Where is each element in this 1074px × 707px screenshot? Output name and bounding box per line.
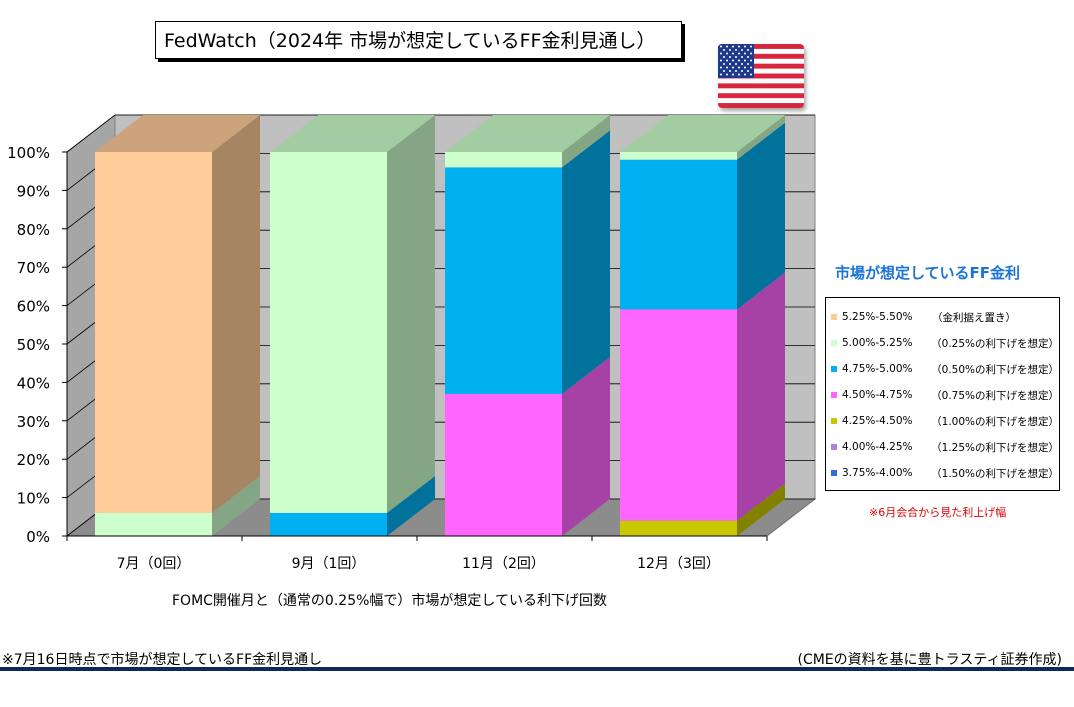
legend-title: 市場が想定しているFF金利 — [835, 264, 1021, 282]
legend-swatch — [831, 418, 837, 424]
bar-segment — [445, 152, 562, 168]
bar-segment-side — [562, 356, 610, 536]
x-tick-label: 11月（2回） — [462, 556, 545, 572]
legend-item: 4.00%-4.25% （1.25%の利下げを想定） — [826, 434, 1059, 460]
bar-segment — [270, 152, 387, 513]
y-tick-label: 20% — [17, 451, 50, 469]
legend-note-label: （1.00%の利下げを想定） — [931, 415, 1059, 428]
legend-swatch — [831, 314, 837, 320]
bar-segment-side — [562, 115, 610, 168]
y-tick-label: 80% — [17, 221, 50, 239]
bar-top — [620, 115, 785, 152]
legend-item: 5.00%-5.25% （0.25%の利下げを想定） — [826, 330, 1059, 356]
y-tick-label: 60% — [17, 298, 50, 316]
legend-note: ※6月会合から見た利上げ幅 — [869, 506, 1007, 519]
footnote-source: (CMEの資料を基に豊トラスティ証券作成) — [797, 652, 1062, 668]
y-tick-label: 100% — [7, 144, 50, 162]
legend-swatch — [831, 340, 837, 346]
y-tick-label: 0% — [26, 528, 50, 546]
legend-swatch — [831, 470, 837, 476]
legend-note-label: （0.75%の利下げを想定） — [931, 389, 1059, 402]
legend-item: 3.75%-4.00% （1.50%の利下げを想定） — [826, 460, 1059, 486]
bar-segment — [95, 512, 212, 536]
legend-range-label: 3.75%-4.00% — [842, 467, 913, 479]
bar-segment — [270, 512, 387, 536]
legend-item: 5.25%-5.50% （金利据え置き） — [826, 304, 1059, 330]
legend-range-label: 5.00%-5.25% — [842, 337, 913, 349]
legend: 5.25%-5.50% （金利据え置き） 5.00%-5.25% （0.25%の利下げ… — [825, 297, 1060, 491]
us-flag-icon — [718, 44, 804, 108]
bar-segment-side — [737, 483, 785, 536]
footnote-date: ※7月16日時点で市場が想定しているFF金利見通し — [2, 652, 323, 668]
bar-segment — [620, 159, 737, 310]
bar-top — [270, 115, 435, 152]
bar-top — [445, 115, 610, 152]
bar-segment-side — [737, 122, 785, 310]
legend-item: 4.25%-4.50% （1.00%の利下げを想定） — [826, 408, 1059, 434]
bar-segment-side — [562, 130, 610, 394]
y-tick-label: 50% — [17, 336, 50, 354]
x-axis-label: FOMC開催月と（通常の0.25%幅で）市場が想定している利下げ回数 — [172, 593, 607, 609]
bar-segment — [620, 152, 737, 160]
legend-swatch — [831, 366, 837, 372]
legend-note-label: （1.50%の利下げを想定） — [931, 467, 1059, 480]
x-tick-label: 12月（3回） — [637, 556, 720, 572]
x-tick-label: 9月（1回） — [292, 556, 366, 572]
legend-note-label: （0.50%の利下げを想定） — [931, 363, 1059, 376]
bar-top — [95, 115, 260, 152]
footer-divider — [0, 667, 1074, 671]
legend-swatch — [831, 392, 837, 398]
legend-range-label: 4.50%-4.75% — [842, 389, 913, 401]
y-tick-label: 10% — [17, 490, 50, 508]
legend-range-label: 4.75%-5.00% — [842, 363, 913, 375]
y-tick-label: 30% — [17, 413, 50, 431]
bar-segment — [445, 393, 562, 536]
legend-note-label: （1.25%の利下げを想定） — [931, 441, 1059, 454]
bar-segment-side — [737, 115, 785, 160]
x-tick-label: 7月（0回） — [117, 556, 191, 572]
legend-note-label: （0.25%の利下げを想定） — [931, 337, 1059, 350]
y-tick-label: 70% — [17, 259, 50, 277]
bar-segment — [445, 167, 562, 394]
legend-range-label: 5.25%-5.50% — [842, 311, 913, 323]
legend-range-label: 4.00%-4.25% — [842, 441, 913, 453]
axes: 0% 10% 20% 30% 40% 50% 60% 70% 80% 90% 100% 7月（0回） 9… — [7, 144, 768, 572]
legend-note-label: （金利据え置き） — [932, 311, 1016, 324]
bar-segment — [95, 152, 212, 513]
bar-segment-side — [737, 272, 785, 521]
legend-item: 4.50%-4.75% （0.75%の利下げを想定） — [826, 382, 1059, 408]
legend-swatch — [831, 444, 837, 450]
legend-item: 4.75%-5.00% （0.50%の利下げを想定） — [826, 356, 1059, 382]
y-tick-label: 40% — [17, 374, 50, 392]
bar-segment-side — [212, 115, 260, 513]
legend-range-label: 4.25%-4.50% — [842, 415, 913, 427]
chart-title: FedWatch（2024年 市場が想定しているFF金利見通し） — [155, 21, 682, 59]
y-tick-label: 90% — [17, 182, 50, 200]
bars — [95, 115, 785, 536]
bar-segment — [620, 309, 737, 521]
bar-segment — [620, 520, 737, 536]
bar-segment-side — [387, 115, 435, 513]
bar-segment-side — [387, 475, 435, 536]
bar-segment-side — [212, 475, 260, 536]
